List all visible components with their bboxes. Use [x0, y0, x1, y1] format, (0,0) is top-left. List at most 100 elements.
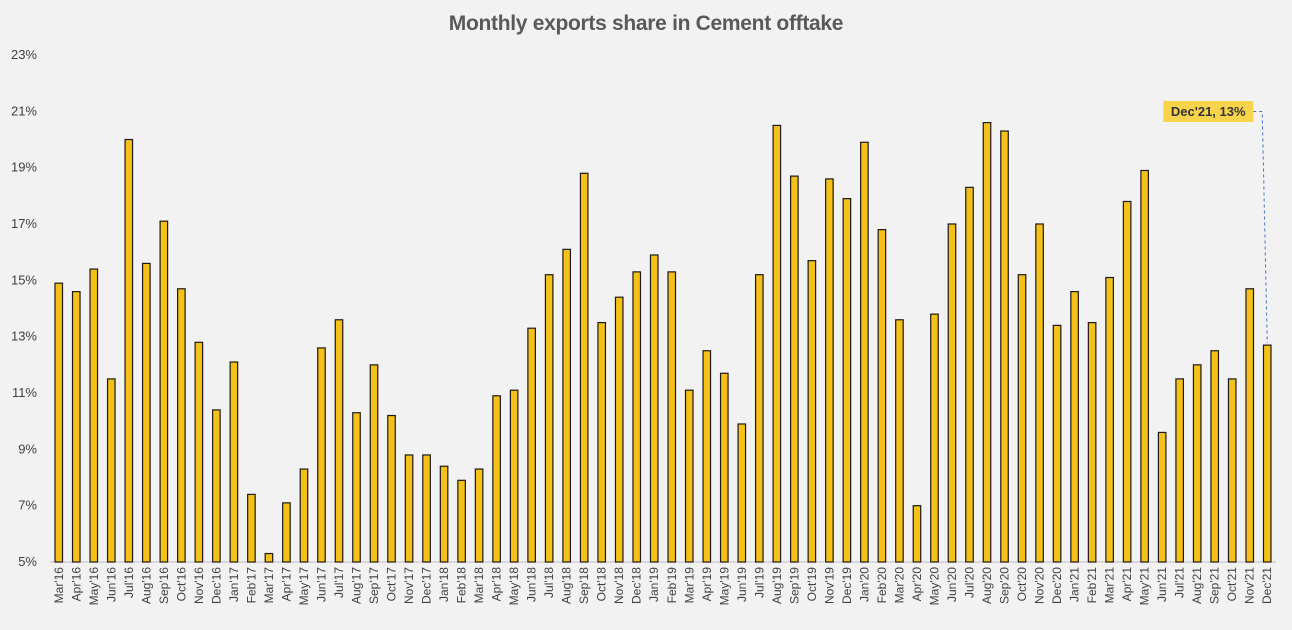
bar: [141, 262, 151, 563]
bar: [737, 423, 747, 563]
x-tick-label: Oct'18: [595, 567, 609, 602]
bar: [1175, 378, 1185, 563]
x-tick-label: Mar'16: [52, 567, 66, 604]
bar: [754, 274, 764, 563]
x-tick-label: Sep'19: [787, 567, 801, 604]
x-tick-label: Jan'17: [227, 567, 241, 602]
bar: [1035, 223, 1044, 563]
bar: [667, 271, 677, 563]
annotation-box: [1163, 101, 1254, 122]
bar: [684, 389, 694, 563]
x-tick-label: Dec'19: [840, 567, 854, 604]
x-tick-label: Sep'21: [1208, 567, 1222, 604]
x-tick-label: May'16: [87, 567, 101, 606]
x-tick-label: Aug'20: [980, 567, 994, 604]
bar: [895, 319, 904, 563]
bar: [1070, 291, 1079, 563]
x-tick-label: Jun'21: [1155, 567, 1169, 602]
x-tick-label: Sep'16: [157, 567, 171, 604]
x-tick-label: Feb'18: [455, 567, 469, 604]
x-tick-label: Oct'17: [385, 567, 399, 602]
bar: [912, 505, 922, 563]
bar: [71, 291, 81, 563]
bar: [614, 296, 624, 563]
x-tick-label: Oct'19: [805, 567, 819, 602]
x-tick-label: Oct'16: [174, 567, 188, 602]
bar: [106, 378, 116, 563]
x-tick-label: Nov'21: [1243, 567, 1257, 604]
x-tick-label: Aug'19: [770, 567, 784, 604]
x-tick-label: Dec'17: [420, 567, 434, 604]
x-tick-label: May'18: [507, 567, 521, 606]
y-tick-label: 17%: [11, 216, 37, 231]
x-tick-label: Jun'16: [104, 567, 118, 602]
bar: [212, 409, 221, 563]
x-tick-label: Oct'21: [1225, 567, 1239, 602]
y-tick-label: 21%: [11, 103, 37, 118]
bar: [562, 248, 572, 563]
bar: [1122, 200, 1132, 563]
bar: [544, 274, 554, 563]
y-tick-label: 19%: [11, 160, 37, 175]
x-tick-label: Dec'18: [630, 567, 644, 604]
bar: [1245, 288, 1255, 563]
x-tick-label: Mar'17: [262, 567, 276, 604]
x-tick-label: Sep'17: [367, 567, 381, 604]
bar: [282, 502, 291, 563]
x-tick-label: Jul'19: [752, 567, 766, 598]
bar: [159, 220, 169, 563]
x-tick-label: Nov'18: [612, 567, 626, 604]
x-tick-label: Apr'20: [910, 567, 924, 602]
bar: [579, 172, 589, 563]
bar: [1157, 431, 1167, 563]
bar: [247, 493, 256, 563]
bar: [387, 414, 396, 563]
x-tick-label: Jun'20: [945, 567, 959, 602]
x-tick-label: Mar'18: [472, 567, 486, 604]
x-tick-label: Nov'17: [402, 567, 416, 604]
y-tick-label: 9%: [18, 441, 37, 456]
bar: [352, 412, 361, 563]
x-tick-label: Feb'21: [1085, 567, 1099, 604]
y-tick-label: 15%: [11, 272, 37, 287]
x-tick-label: Feb'19: [665, 567, 679, 604]
x-tick-label: Sep'18: [577, 567, 591, 604]
x-tick-label: Feb'17: [244, 567, 258, 604]
x-tick-label: Jun'19: [735, 567, 749, 602]
y-tick-label: 23%: [11, 47, 37, 62]
x-tick-label: Jan'18: [437, 567, 451, 602]
bar: [492, 395, 501, 563]
bar: [702, 350, 712, 563]
x-tick-label: Apr'18: [490, 567, 504, 602]
bar: [1210, 350, 1220, 563]
x-tick-label: Aug'18: [560, 567, 574, 604]
bar: [509, 389, 519, 563]
x-tick-label: Apr'21: [1120, 567, 1134, 602]
y-tick-label: 11%: [12, 385, 37, 400]
x-tick-label: Aug'16: [139, 567, 153, 604]
x-tick-label: Apr'17: [279, 567, 293, 602]
y-tick-label: 7%: [18, 498, 37, 513]
x-tick-label: Jan'21: [1068, 567, 1082, 602]
bar: [1000, 130, 1009, 563]
x-tick-label: Jan'20: [857, 567, 871, 602]
bar: [229, 361, 239, 563]
bar: [299, 468, 309, 563]
annotation-label: Dec'21, 13%: [1171, 104, 1246, 119]
bar: [842, 198, 852, 563]
bar: [439, 465, 449, 563]
bar: [632, 271, 642, 563]
x-tick-label: Mar'21: [1103, 567, 1117, 604]
x-tick-label: Aug'21: [1190, 567, 1204, 604]
x-tick-label: Aug'17: [350, 567, 364, 604]
bar: [1087, 321, 1097, 563]
x-tick-label: Feb'20: [875, 567, 889, 604]
bar: [177, 288, 186, 563]
bar: [1017, 274, 1027, 563]
bar: [54, 282, 64, 563]
bar: [597, 321, 607, 563]
x-tick-label: Oct'20: [1015, 567, 1029, 602]
x-tick-label: Sep'20: [998, 567, 1012, 604]
